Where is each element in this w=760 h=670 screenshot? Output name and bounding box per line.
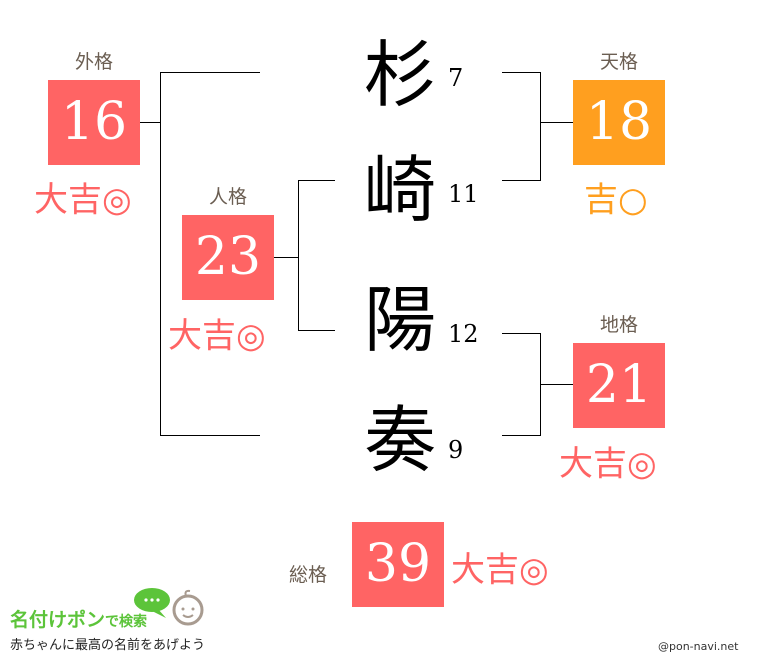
bracket-line <box>502 180 540 181</box>
jinkaku-value: 23 <box>182 215 274 300</box>
bracket-line <box>502 435 540 436</box>
tenkaku-fortune: 吉○ <box>584 180 648 220</box>
bracket-line <box>160 435 260 436</box>
logo-suffix: で検索 <box>105 614 148 630</box>
bracket-line <box>502 333 540 334</box>
name-char: 崎 <box>363 148 436 232</box>
chikaku-value: 21 <box>573 343 665 428</box>
soukaku-fortune: 大吉◎ <box>451 550 549 590</box>
gaikaku-value: 16 <box>48 80 140 165</box>
bracket-line <box>298 180 335 181</box>
name-char: 陽 <box>363 278 436 362</box>
bracket-line <box>540 384 573 385</box>
bracket-line <box>274 257 298 258</box>
logo-name: 名付けポン <box>10 609 106 631</box>
chikaku-label: 地格 <box>599 314 638 336</box>
soukaku-value: 39 <box>352 522 444 607</box>
bracket-line <box>140 122 160 123</box>
name-char: 奏 <box>363 398 436 482</box>
jinkaku-fortune: 大吉◎ <box>168 316 266 356</box>
logo-title[interactable]: 名付けポンで検索 <box>10 605 147 632</box>
bracket-line <box>502 72 540 73</box>
stroke-count: 12 <box>448 320 479 348</box>
credit: @pon-navi.net <box>658 640 739 653</box>
bracket-line <box>540 122 573 123</box>
gaikaku-label: 外格 <box>74 51 113 73</box>
chikaku-fortune: 大吉◎ <box>559 444 657 484</box>
bracket-line <box>160 72 161 436</box>
soukaku-label: 総格 <box>288 564 327 586</box>
baby-chat-icon <box>134 588 204 626</box>
gaikaku-fortune: 大吉◎ <box>34 180 132 220</box>
tenkaku-value: 18 <box>573 80 665 165</box>
jinkaku-label: 人格 <box>208 186 247 208</box>
bracket-line <box>160 72 260 73</box>
logo-tagline: 赤ちゃんに最高の名前をあげよう <box>10 638 206 653</box>
stroke-count: 7 <box>448 64 464 92</box>
tenkaku-label: 天格 <box>599 51 638 73</box>
name-char: 杉 <box>363 33 436 117</box>
stroke-count: 9 <box>448 436 464 464</box>
bracket-line <box>540 72 541 181</box>
bracket-line <box>298 180 299 331</box>
stroke-count: 11 <box>448 180 479 208</box>
bracket-line <box>298 330 335 331</box>
